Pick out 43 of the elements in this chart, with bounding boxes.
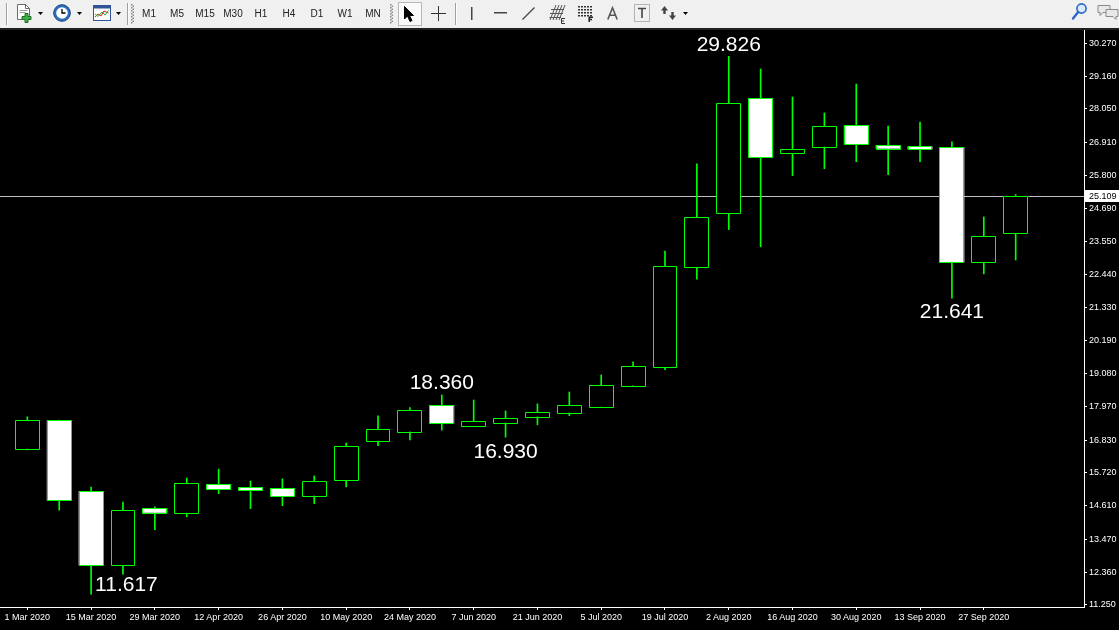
y-tick-label: 30.270 [1089,37,1117,48]
x-tick-label: 27 Sep 2020 [958,611,1010,622]
annotation: 21.641 [919,299,985,323]
x-tick-label: 26 Apr 2020 [258,611,307,622]
y-tick-label: 24.690 [1089,202,1117,213]
x-tick-label: 1 Mar 2020 [4,611,51,622]
x-tick-label: 16 Aug 2020 [767,611,818,622]
candlestick [461,399,487,427]
y-tick-label: 25.800 [1089,169,1117,180]
y-tick-label: 20.190 [1089,335,1117,346]
annotation: 29.826 [696,31,761,55]
y-tick-label: 16.830 [1089,434,1117,445]
y-tick-label: 13.470 [1089,533,1117,544]
toolbar: M1 M5 M15 M30 H1 H4 D1 W1 MN [0,0,1119,30]
y-tick-label: 12.360 [1089,566,1117,577]
y-tick-label: 23.550 [1089,236,1117,247]
x-tick-label: 15 Mar 2020 [65,611,117,622]
y-tick-label: 26.910 [1089,136,1117,147]
x-tick-label: 30 Aug 2020 [830,611,882,622]
annotation: 11.617 [95,572,158,596]
x-tick-label: 21 Jun 2020 [512,611,563,622]
x-tick-label: 24 May 2020 [383,611,436,622]
y-tick-label: 11.250 [1089,599,1116,610]
x-tick-label: 29 Mar 2020 [129,611,181,622]
y-tick-label: 14.610 [1089,500,1117,511]
y-tick-label: 19.080 [1089,368,1117,379]
x-tick-label: 13 Sep 2020 [894,611,946,622]
x-tick-label: 10 May 2020 [320,611,373,622]
annotation: 18.360 [409,370,474,394]
ref-line-label: 25.109 [1089,190,1117,201]
x-tick-label: 5 Jul 2020 [580,611,622,622]
x-tick-label: 2 Aug 2020 [705,611,752,622]
x-tick-label: 19 Jul 2020 [641,611,689,622]
y-tick-label: 28.050 [1089,103,1117,114]
x-tick-label: 12 Apr 2020 [194,611,243,622]
y-tick-label: 29.160 [1089,70,1117,81]
y-tick-label: 22.440 [1089,268,1117,279]
y-tick-label: 17.970 [1089,400,1117,411]
annotation: 16.930 [473,438,538,462]
y-tick-label: 15.720 [1089,467,1117,478]
x-tick-label: 7 Jun 2020 [451,611,496,622]
y-tick-label: 21.330 [1089,301,1117,312]
candlestick [907,121,933,163]
